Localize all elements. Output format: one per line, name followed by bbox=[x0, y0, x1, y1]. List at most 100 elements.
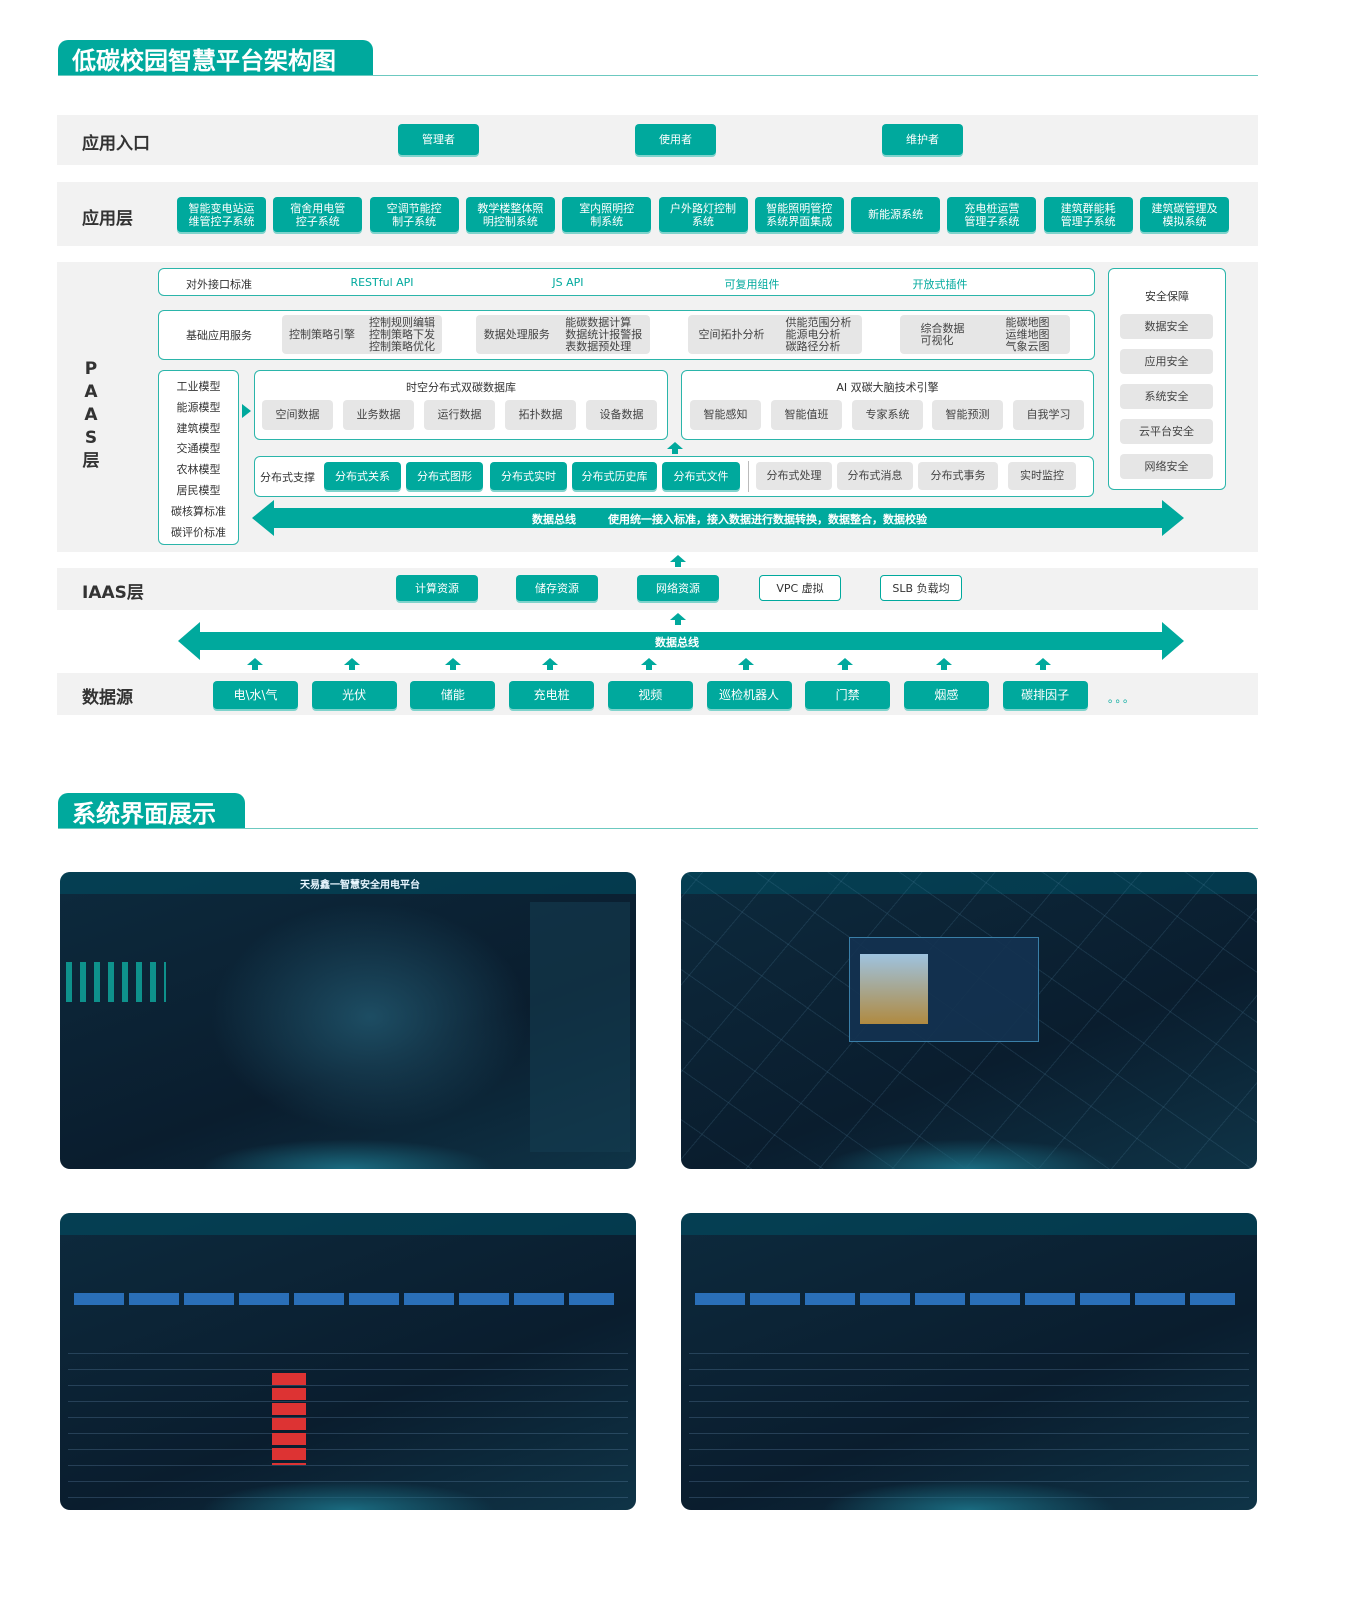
table-row[interactable] bbox=[689, 1417, 1249, 1418]
database-item: 运行数据 bbox=[424, 400, 495, 430]
table-row[interactable] bbox=[689, 1449, 1249, 1450]
distributed-secondary-item: 分布式处理 bbox=[756, 462, 832, 490]
section-title: 系统界面展示 bbox=[58, 793, 245, 829]
arrow-up-icon bbox=[641, 658, 657, 670]
model-item: 工业模型 bbox=[176, 380, 221, 393]
data-source-item[interactable]: 充电桩 bbox=[509, 681, 595, 709]
toolbar-buttons bbox=[74, 1293, 614, 1305]
entry-button[interactable]: 维护者 bbox=[882, 124, 963, 155]
iaas-primary-item: 储存资源 bbox=[516, 575, 598, 601]
service-name: 数据处理服务 bbox=[483, 327, 550, 341]
table-row[interactable] bbox=[68, 1433, 628, 1434]
entry-button[interactable]: 管理者 bbox=[398, 124, 479, 155]
table-row[interactable] bbox=[68, 1353, 628, 1354]
app-system-button[interactable]: 智能照明管控 系统界面集成 bbox=[754, 197, 844, 232]
arrow-up-icon bbox=[936, 658, 952, 670]
security-item: 系统安全 bbox=[1120, 384, 1213, 409]
distributed-primary-item: 分布式图形 bbox=[406, 462, 483, 490]
table-row[interactable] bbox=[689, 1433, 1249, 1434]
app-system-button[interactable]: 户外路灯控制 系统 bbox=[658, 197, 748, 232]
data-bus-label: 数据总线 bbox=[532, 513, 576, 526]
basic-service-group: 数据处理服务 能碳数据计算 数据统计报警报 表数据预处理 bbox=[476, 315, 650, 354]
basic-service-group: 空间拓扑分析 供能范围分析 能源电分析 碳路径分析 bbox=[688, 315, 862, 354]
data-source-item[interactable]: 光伏 bbox=[311, 681, 397, 709]
arrow-up-icon bbox=[667, 442, 683, 454]
service-name: 空间拓扑分析 bbox=[698, 327, 765, 341]
ai-engine-item: 智能值班 bbox=[771, 400, 842, 430]
map bbox=[210, 902, 530, 1132]
data-source-label: 数据源 bbox=[82, 688, 133, 708]
iaas-secondary-item: SLB 负载均 bbox=[880, 575, 962, 601]
entry-label: 应用入口 bbox=[82, 134, 150, 154]
table-row[interactable] bbox=[68, 1449, 628, 1450]
more-indicator: 。。。 bbox=[1108, 692, 1136, 705]
bottom-dock bbox=[200, 1480, 496, 1510]
system-screenshot[interactable] bbox=[681, 1213, 1257, 1510]
table-row[interactable] bbox=[689, 1465, 1249, 1466]
table-row[interactable] bbox=[689, 1385, 1249, 1386]
data-source-item[interactable]: 电\水\气 bbox=[213, 681, 298, 709]
security-box bbox=[1108, 268, 1226, 490]
app-system-button[interactable]: 空调节能控 制子系统 bbox=[369, 197, 459, 232]
table-row[interactable] bbox=[689, 1401, 1249, 1402]
distributed-primary-item: 分布式历史库 bbox=[572, 462, 657, 490]
arrow-up-icon bbox=[738, 658, 754, 670]
distributed-primary-item: 分布式文件 bbox=[662, 462, 740, 490]
app-system-button[interactable]: 室内照明控 制系统 bbox=[562, 197, 652, 232]
table-row[interactable] bbox=[68, 1369, 628, 1370]
iaas-primary-item: 网络资源 bbox=[637, 575, 719, 601]
table-row[interactable] bbox=[68, 1385, 628, 1386]
data-bus-arrow-2 bbox=[178, 622, 1184, 660]
app-layer-label: 应用层 bbox=[82, 209, 133, 229]
distributed-primary-item: 分布式关系 bbox=[324, 462, 401, 490]
app-system-button[interactable]: 新能源系统 bbox=[851, 197, 941, 232]
interface-label: 对外接口标准 bbox=[186, 278, 252, 291]
interface-item: 可复用组件 bbox=[724, 278, 780, 291]
paas-label: PAAS层 bbox=[82, 359, 100, 471]
database-item: 空间数据 bbox=[262, 400, 333, 430]
app-system-button[interactable]: 建筑群能耗 管理子系统 bbox=[1043, 197, 1133, 232]
security-item: 网络安全 bbox=[1120, 454, 1213, 479]
data-source-item[interactable]: 视频 bbox=[607, 681, 693, 709]
model-item: 居民模型 bbox=[176, 484, 221, 497]
distributed-secondary-item: 分布式消息 bbox=[837, 462, 913, 490]
app-system-button[interactable]: 教学楼整体照 明控制系统 bbox=[465, 197, 555, 232]
arrow-up-icon bbox=[445, 658, 461, 670]
security-title: 安全保障 bbox=[1145, 290, 1189, 303]
service-items: 能碳数据计算 数据统计报警报 表数据预处理 bbox=[565, 315, 643, 353]
table-row[interactable] bbox=[68, 1465, 628, 1466]
info-popup bbox=[849, 937, 1039, 1042]
data-source-item[interactable]: 碳排因子 bbox=[1002, 681, 1088, 709]
ai-engine-title: AI 双碳大脑技术引擎 bbox=[836, 381, 939, 394]
ai-engine-item: 自我学习 bbox=[1013, 400, 1084, 430]
system-screenshot[interactable] bbox=[60, 1213, 636, 1510]
table-row[interactable] bbox=[68, 1417, 628, 1418]
arrow-up-icon bbox=[247, 658, 263, 670]
iaas-primary-item: 计算资源 bbox=[396, 575, 478, 601]
distributed-secondary-item: 实时监控 bbox=[1008, 462, 1076, 490]
system-screenshot[interactable]: 天易鑫一智慧安全用电平台 bbox=[60, 872, 636, 1169]
service-name: 控制策略引擎 bbox=[289, 327, 355, 341]
app-system-button[interactable]: 宿舍用电管 控子系统 bbox=[273, 197, 363, 232]
data-source-item[interactable]: 烟感 bbox=[903, 681, 989, 709]
ai-engine-item: 智能感知 bbox=[690, 400, 761, 430]
screen-title: 天易鑫一智慧安全用电平台 bbox=[300, 880, 420, 891]
table-row[interactable] bbox=[68, 1401, 628, 1402]
data-source-item[interactable]: 储能 bbox=[410, 681, 496, 709]
interface-item: 开放式插件 bbox=[912, 278, 968, 291]
app-system-button[interactable]: 建筑碳管理及 模拟系统 bbox=[1140, 197, 1229, 232]
model-item: 碳核算标准 bbox=[171, 504, 226, 518]
app-system-button[interactable]: 充电桩运营 管理子系统 bbox=[947, 197, 1037, 232]
data-source-item[interactable]: 门禁 bbox=[805, 681, 891, 709]
table-row[interactable] bbox=[689, 1369, 1249, 1370]
entry-button[interactable]: 使用者 bbox=[635, 124, 716, 155]
model-item: 建筑模型 bbox=[176, 421, 221, 435]
title-underline bbox=[58, 75, 1258, 76]
system-screenshot[interactable] bbox=[681, 872, 1257, 1169]
side-panel bbox=[530, 902, 630, 1152]
table-row[interactable] bbox=[689, 1353, 1249, 1354]
data-source-item[interactable]: 巡检机器人 bbox=[706, 681, 792, 709]
app-system-button[interactable]: 智能变电站运 维管控子系统 bbox=[177, 197, 266, 232]
arrow-up-icon bbox=[670, 555, 686, 567]
data-bus-2-label: 数据总线 bbox=[655, 636, 699, 649]
